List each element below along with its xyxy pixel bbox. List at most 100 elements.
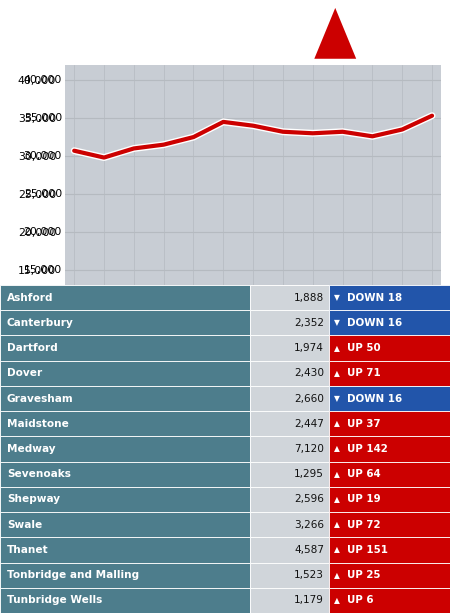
Text: DOWN 16: DOWN 16	[347, 318, 403, 328]
Text: Tonbridge and Malling: Tonbridge and Malling	[7, 570, 139, 580]
Text: DOWN 16: DOWN 16	[347, 394, 403, 403]
Text: ▲: ▲	[334, 470, 340, 479]
Text: ▲: ▲	[334, 369, 340, 378]
Text: Thanet: Thanet	[7, 545, 49, 555]
Text: Medway: Medway	[7, 444, 55, 454]
Text: 30,000: 30,000	[23, 151, 62, 161]
FancyBboxPatch shape	[0, 386, 250, 411]
FancyBboxPatch shape	[0, 411, 250, 436]
FancyBboxPatch shape	[328, 285, 450, 310]
FancyBboxPatch shape	[0, 563, 250, 588]
Text: Ashford: Ashford	[7, 292, 53, 303]
FancyBboxPatch shape	[250, 386, 328, 411]
Text: UP 71: UP 71	[347, 368, 381, 378]
Text: UP 64: UP 64	[347, 469, 381, 479]
FancyBboxPatch shape	[328, 538, 450, 563]
Text: 2,596: 2,596	[294, 495, 324, 504]
Text: ▲: ▲	[334, 520, 340, 529]
Text: 25,000: 25,000	[24, 189, 62, 199]
Text: UP 37: UP 37	[347, 419, 381, 428]
FancyBboxPatch shape	[328, 310, 450, 335]
FancyBboxPatch shape	[0, 436, 250, 462]
FancyBboxPatch shape	[250, 512, 328, 538]
FancyBboxPatch shape	[0, 285, 250, 310]
FancyBboxPatch shape	[250, 411, 328, 436]
Text: UP: UP	[367, 14, 399, 34]
Text: ▲: ▲	[334, 596, 340, 605]
Text: Dartford: Dartford	[7, 343, 58, 353]
Text: Dover: Dover	[7, 368, 42, 378]
Text: UP 25: UP 25	[347, 570, 381, 580]
FancyBboxPatch shape	[250, 285, 328, 310]
Text: ▲: ▲	[334, 571, 340, 580]
FancyBboxPatch shape	[0, 588, 250, 613]
Text: Maidstone: Maidstone	[7, 419, 68, 428]
Text: UP 151: UP 151	[347, 545, 388, 555]
FancyBboxPatch shape	[250, 335, 328, 360]
Text: UP 72: UP 72	[347, 520, 381, 530]
Text: UP 50: UP 50	[347, 343, 381, 353]
FancyBboxPatch shape	[250, 436, 328, 462]
Text: ▼: ▼	[334, 394, 340, 403]
FancyBboxPatch shape	[0, 310, 250, 335]
FancyBboxPatch shape	[328, 588, 450, 613]
Text: 7,120: 7,120	[294, 444, 324, 454]
Text: UP 6: UP 6	[347, 595, 374, 606]
FancyBboxPatch shape	[0, 538, 250, 563]
Text: Canterbury: Canterbury	[7, 318, 74, 328]
FancyBboxPatch shape	[328, 335, 450, 360]
Text: 587: 587	[367, 31, 416, 55]
FancyBboxPatch shape	[0, 487, 250, 512]
FancyBboxPatch shape	[250, 563, 328, 588]
FancyBboxPatch shape	[250, 462, 328, 487]
Text: Gravesham: Gravesham	[7, 394, 73, 403]
Text: 2,430: 2,430	[294, 368, 324, 378]
FancyBboxPatch shape	[328, 411, 450, 436]
Text: ▼: ▼	[334, 318, 340, 327]
Text: ▲: ▲	[334, 419, 340, 428]
Text: 35,000: 35,000	[24, 113, 62, 123]
Text: 2,352: 2,352	[294, 318, 324, 328]
Text: ▲: ▲	[334, 495, 340, 504]
Text: 40,000: 40,000	[23, 75, 62, 85]
Text: ▲: ▲	[334, 444, 340, 454]
Text: Shepway: Shepway	[7, 495, 60, 504]
FancyBboxPatch shape	[0, 462, 250, 487]
FancyBboxPatch shape	[328, 512, 450, 538]
Text: 15,000: 15,000	[24, 265, 62, 275]
Text: UP 19: UP 19	[347, 495, 381, 504]
Text: Tunbridge Wells: Tunbridge Wells	[7, 595, 102, 606]
Text: 3,266: 3,266	[294, 520, 324, 530]
Text: 1,295: 1,295	[294, 469, 324, 479]
FancyBboxPatch shape	[328, 462, 450, 487]
FancyBboxPatch shape	[0, 512, 250, 538]
Polygon shape	[313, 5, 358, 60]
FancyBboxPatch shape	[0, 360, 250, 386]
Text: DOWN 18: DOWN 18	[347, 292, 403, 303]
Text: ▲: ▲	[334, 343, 340, 352]
FancyBboxPatch shape	[328, 436, 450, 462]
Text: 1,974: 1,974	[294, 343, 324, 353]
Text: 1,888: 1,888	[294, 292, 324, 303]
FancyBboxPatch shape	[250, 310, 328, 335]
Text: 2,660: 2,660	[294, 394, 324, 403]
FancyBboxPatch shape	[328, 360, 450, 386]
Text: 1,179: 1,179	[294, 595, 324, 606]
Text: UP 142: UP 142	[347, 444, 388, 454]
Text: 4,587: 4,587	[294, 545, 324, 555]
FancyBboxPatch shape	[328, 487, 450, 512]
Text: 2,447: 2,447	[294, 419, 324, 428]
FancyBboxPatch shape	[250, 487, 328, 512]
Text: 1,523: 1,523	[294, 570, 324, 580]
FancyBboxPatch shape	[250, 588, 328, 613]
FancyBboxPatch shape	[0, 335, 250, 360]
Text: ▲: ▲	[334, 546, 340, 554]
FancyBboxPatch shape	[328, 386, 450, 411]
FancyBboxPatch shape	[250, 360, 328, 386]
Text: Sevenoaks: Sevenoaks	[7, 469, 71, 479]
Text: SEPTEMBER 2011: 35,317: SEPTEMBER 2011: 35,317	[14, 40, 234, 55]
FancyBboxPatch shape	[250, 538, 328, 563]
Text: 20,000: 20,000	[23, 227, 62, 237]
Text: Swale: Swale	[7, 520, 42, 530]
Text: Kent/Medway unemployed: Kent/Medway unemployed	[14, 13, 190, 26]
